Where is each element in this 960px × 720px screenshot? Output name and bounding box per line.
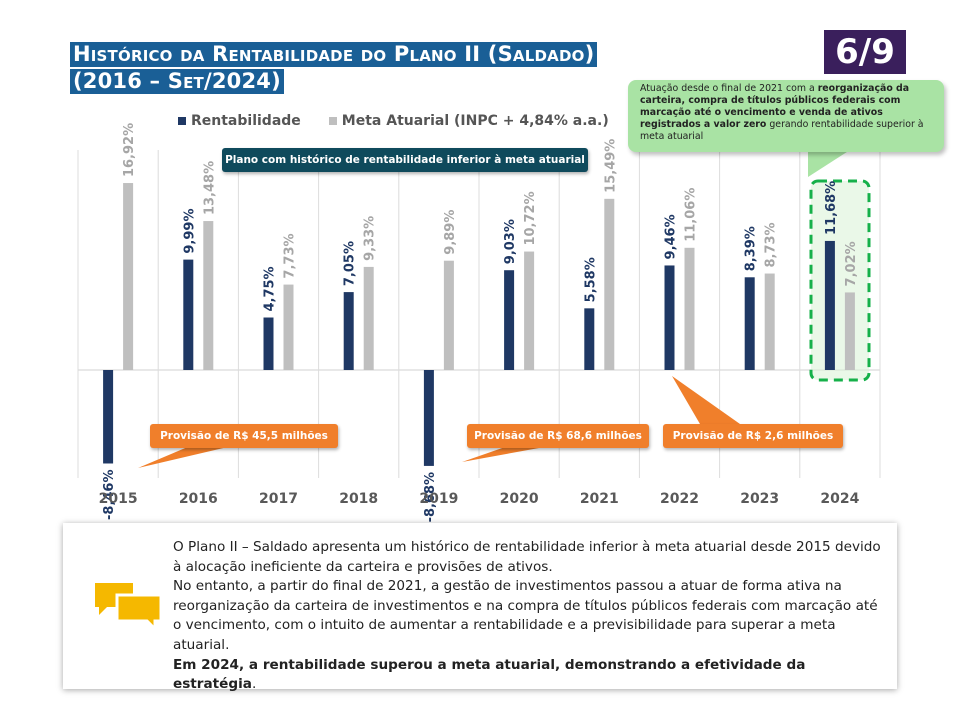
bar-meta xyxy=(764,273,775,370)
category-label: 2024 xyxy=(820,491,859,507)
data-label-meta: 11,06% xyxy=(684,188,699,242)
title-line-2: (2016 – Set/2024) xyxy=(70,69,284,94)
data-label-rentabilidade: 9,99% xyxy=(182,209,197,254)
category-label: 2021 xyxy=(580,491,619,507)
bar-meta xyxy=(363,266,374,370)
summary-text: O Plano II – Saldado apresenta um histór… xyxy=(173,538,885,695)
bar-meta xyxy=(283,284,294,370)
category-label: 2022 xyxy=(660,491,699,507)
data-label-rentabilidade: 9,46% xyxy=(664,214,679,259)
bar-meta xyxy=(203,221,214,370)
bar-rentabilidade xyxy=(183,259,194,370)
callout-top-pointer xyxy=(808,150,850,177)
bar-rentabilidade xyxy=(103,370,114,464)
legend-label-meta: Meta Atuarial (INPC + 4,84% a.a.) xyxy=(341,113,609,129)
summary-paragraph-1: O Plano II – Saldado apresenta um histór… xyxy=(173,539,881,575)
bar-meta xyxy=(443,260,454,370)
data-label-meta: 13,48% xyxy=(202,161,217,215)
summary-period: . xyxy=(251,676,257,693)
provision-pointer-1 xyxy=(138,446,232,468)
category-label: 2018 xyxy=(339,491,378,507)
data-label-rentabilidade: 7,05% xyxy=(343,241,358,286)
data-label-rentabilidade: 4,75% xyxy=(263,266,278,311)
provision-callout-2022: Provisão de R$ 2,6 milhões xyxy=(663,424,843,448)
bar-rentabilidade xyxy=(664,265,675,370)
bar-meta xyxy=(684,247,695,370)
bar-meta xyxy=(123,183,134,370)
highlight-2024-box xyxy=(809,179,871,382)
legend-item-rentabilidade: Rentabilidade xyxy=(178,113,301,129)
data-label-meta: 9,89% xyxy=(443,210,458,255)
category-label: 2015 xyxy=(99,491,138,507)
summary-paragraph-2: No entanto, a partir do final de 2021, a… xyxy=(173,578,878,653)
data-label-meta: 16,92% xyxy=(122,123,137,177)
legend-swatch-rentabilidade xyxy=(178,117,186,125)
bar-rentabilidade xyxy=(263,317,274,370)
bar-meta xyxy=(604,198,615,370)
data-label-meta: 8,73% xyxy=(764,222,779,267)
data-label-meta: 15,49% xyxy=(603,139,618,193)
legend-swatch-meta xyxy=(328,117,337,125)
data-label-rentabilidade: 9,03% xyxy=(503,219,518,264)
data-label-meta: 10,72% xyxy=(523,191,538,245)
provision-callout-2015: Provisão de R$ 45,5 milhões xyxy=(150,424,338,448)
data-label-meta: 7,02% xyxy=(844,241,859,286)
summary-paragraph-3: Em 2024, a rentabilidade superou a meta … xyxy=(173,656,885,695)
data-label-rentabilidade: -8,68% xyxy=(423,472,438,523)
legend-item-meta: Meta Atuarial (INPC + 4,84% a.a.) xyxy=(328,113,609,129)
data-label-meta: 7,73% xyxy=(283,233,298,278)
category-label: 2017 xyxy=(259,491,298,507)
data-label-rentabilidade: 8,39% xyxy=(744,226,759,271)
chat-bubbles-icon xyxy=(93,581,165,637)
summary-box: O Plano II – Saldado apresenta um histór… xyxy=(63,523,897,692)
data-label-meta: 9,33% xyxy=(363,216,378,261)
bar-rentabilidade xyxy=(584,308,595,370)
bar-meta xyxy=(844,292,855,370)
category-label: 2016 xyxy=(179,491,218,507)
data-label-rentabilidade: 11,68% xyxy=(824,181,839,235)
provision-callout-2019: Provisão de R$ 68,6 milhões xyxy=(467,424,649,448)
title-line-1: Histórico da Rentabilidade do Plano II (… xyxy=(70,42,598,67)
category-label: 2023 xyxy=(740,491,779,507)
bar-meta xyxy=(524,251,535,370)
callout-text-pre: Atuação desde o final de 2021 com a xyxy=(640,83,818,94)
data-label-rentabilidade: 5,58% xyxy=(583,257,598,302)
category-labels: 2015 2016 2017 2018 2019 2020 2021 2022 2023 2024 xyxy=(99,491,860,507)
page-title: Histórico da Rentabilidade do Plano II (… xyxy=(70,42,598,94)
bar-rentabilidade xyxy=(744,277,755,370)
strategy-callout: Atuação desde o final de 2021 com a reor… xyxy=(628,80,944,152)
bar-rentabilidade xyxy=(824,240,835,370)
bar-rentabilidade xyxy=(423,370,434,466)
provision-pointer-3 xyxy=(672,376,740,424)
category-label: 2019 xyxy=(419,491,458,507)
page-number-badge: 6/9 xyxy=(824,30,906,74)
data-label-rentabilidade: -8,46% xyxy=(102,469,117,520)
provision-pointer-2 xyxy=(462,446,550,462)
legend-label-rentabilidade: Rentabilidade xyxy=(191,113,301,129)
callout-text-bold: reorganização da carteira, compra de tít… xyxy=(640,83,910,130)
chart-legend: Rentabilidade Meta Atuarial (INPC + 4,84… xyxy=(178,113,637,129)
bars xyxy=(103,183,855,466)
history-banner: Plano com histórico de rentabilidade inf… xyxy=(222,148,588,172)
data-labels: -8,46% 16,92% 9,99% 13,48% 4,75% 7,73% 7,05% 9,… xyxy=(102,123,859,523)
summary-conclusion: Em 2024, a rentabilidade superou a meta … xyxy=(173,656,806,693)
category-label: 2020 xyxy=(500,491,539,507)
bar-rentabilidade xyxy=(504,270,515,370)
bar-rentabilidade xyxy=(343,292,354,370)
callout-text-post: gerando rentabilidade superior à meta at… xyxy=(640,119,924,142)
